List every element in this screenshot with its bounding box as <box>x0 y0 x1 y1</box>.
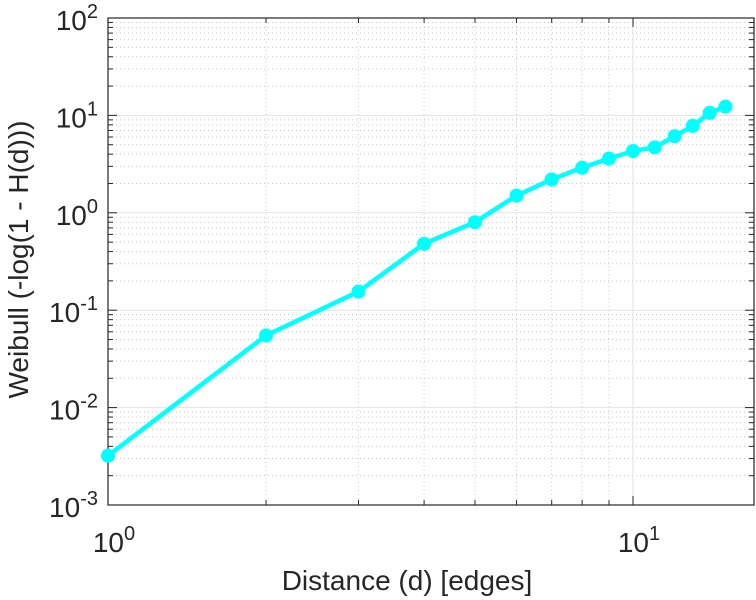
axes-box <box>107 17 755 506</box>
data-point <box>351 284 366 299</box>
x-tick-label: 100 <box>93 523 135 558</box>
svg-text:101: 101 <box>56 98 98 133</box>
x-tick-labels: 100 101 <box>93 523 660 558</box>
ticks <box>107 17 754 506</box>
data-point <box>667 129 682 144</box>
data-point <box>575 160 590 175</box>
y-tick-label: 100 <box>56 196 98 231</box>
y-tick-label: 10-2 <box>49 391 98 426</box>
y-axis-label: Weibull (-log(1 - H(d))) <box>3 121 34 399</box>
plot-area <box>108 18 754 505</box>
data-point <box>544 172 559 187</box>
x-tick-label: 101 <box>618 523 660 558</box>
data-point <box>509 188 524 203</box>
tick-label-exponent: 1 <box>87 98 98 120</box>
data-point <box>626 144 641 159</box>
data-point <box>467 215 482 230</box>
data-point <box>601 151 616 166</box>
tick-label-exponent: -3 <box>80 488 98 510</box>
data-point <box>685 118 700 133</box>
y-tick-label: 101 <box>56 98 98 133</box>
data-point <box>647 140 662 155</box>
data-point <box>259 328 274 343</box>
tick-label-exponent: 1 <box>649 523 660 545</box>
tick-label-exponent: 2 <box>87 1 98 23</box>
data-point <box>718 99 733 114</box>
svg-text:101: 101 <box>618 523 660 558</box>
tick-label-exponent: -1 <box>80 293 98 315</box>
svg-text:102: 102 <box>56 1 98 36</box>
y-tick-label: 102 <box>56 1 98 36</box>
data-point <box>702 105 717 120</box>
tick-label-base: 10 <box>93 527 124 558</box>
tick-label-base: 10 <box>49 297 80 328</box>
tick-label-exponent: 0 <box>87 196 98 218</box>
svg-text:10-2: 10-2 <box>49 391 98 426</box>
svg-text:10-1: 10-1 <box>49 293 98 328</box>
series-group <box>101 99 733 463</box>
svg-text:100: 100 <box>93 523 135 558</box>
y-tick-label: 10-3 <box>49 488 98 523</box>
tick-label-exponent: 0 <box>124 523 135 545</box>
tick-label-base: 10 <box>56 102 87 133</box>
y-tick-label: 10-1 <box>49 293 98 328</box>
tick-label-exponent: -2 <box>80 391 98 413</box>
tick-label-base: 10 <box>49 492 80 523</box>
svg-text:10-3: 10-3 <box>49 488 98 523</box>
tick-label-base: 10 <box>49 395 80 426</box>
tick-label-base: 10 <box>56 200 87 231</box>
tick-label-base: 10 <box>56 5 87 36</box>
svg-text:100: 100 <box>56 196 98 231</box>
x-axis-label: Distance (d) [edges] <box>282 565 533 596</box>
data-point <box>417 236 432 251</box>
tick-label-base: 10 <box>618 527 649 558</box>
data-point <box>101 448 115 463</box>
